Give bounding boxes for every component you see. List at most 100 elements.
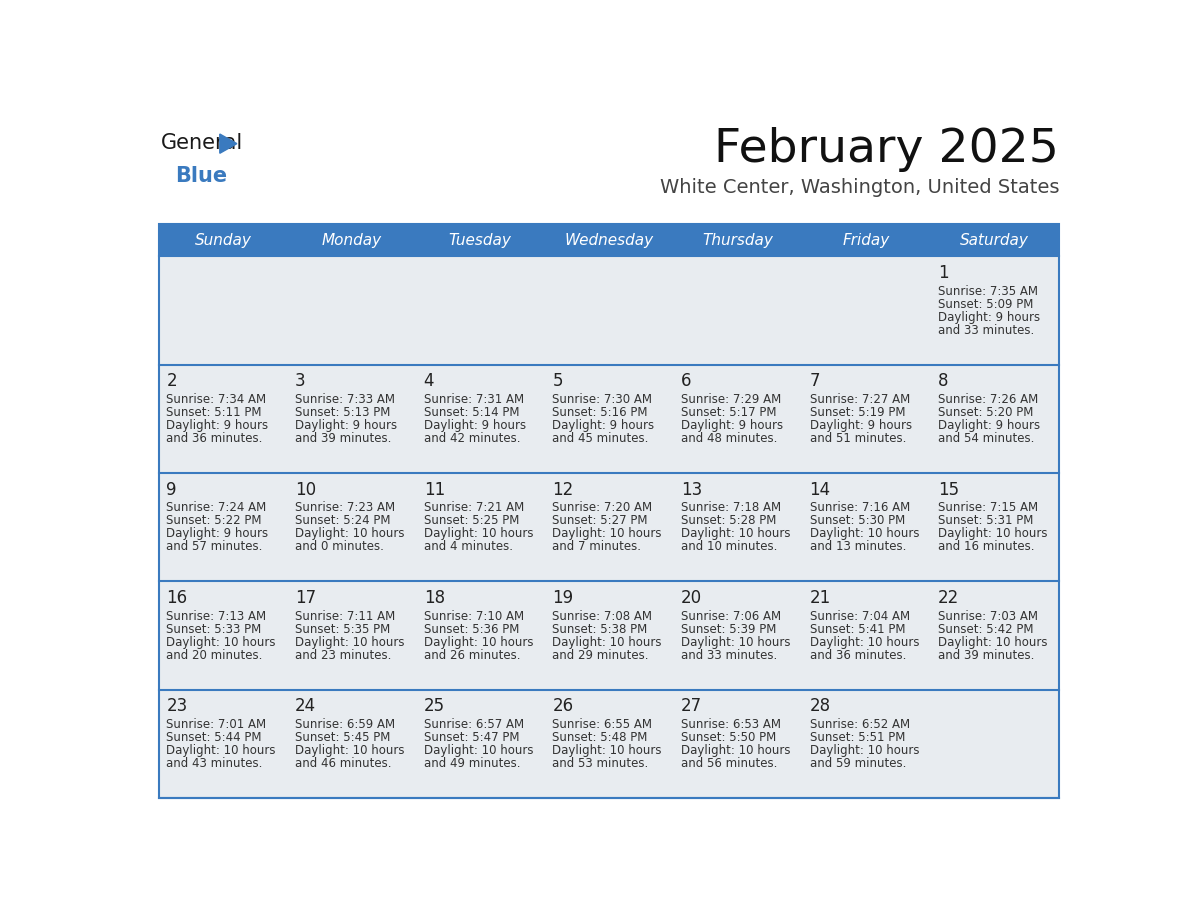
Text: Sunset: 5:25 PM: Sunset: 5:25 PM xyxy=(424,514,519,528)
Text: Sunrise: 7:23 AM: Sunrise: 7:23 AM xyxy=(295,501,396,514)
Text: Sunrise: 7:34 AM: Sunrise: 7:34 AM xyxy=(166,393,266,406)
Text: Daylight: 10 hours: Daylight: 10 hours xyxy=(681,527,790,541)
Text: and 49 minutes.: and 49 minutes. xyxy=(424,756,520,770)
Bar xyxy=(287,364,416,473)
Text: and 36 minutes.: and 36 minutes. xyxy=(809,648,906,662)
Text: Sunset: 5:36 PM: Sunset: 5:36 PM xyxy=(424,622,519,635)
Text: and 59 minutes.: and 59 minutes. xyxy=(809,756,906,770)
Bar xyxy=(158,473,287,581)
Text: Monday: Monday xyxy=(322,233,381,248)
Text: and 57 minutes.: and 57 minutes. xyxy=(166,541,263,554)
Text: and 54 minutes.: and 54 minutes. xyxy=(939,432,1035,445)
Text: Sunset: 5:48 PM: Sunset: 5:48 PM xyxy=(552,731,647,744)
Text: Sunrise: 6:55 AM: Sunrise: 6:55 AM xyxy=(552,718,652,731)
Text: Sunset: 5:45 PM: Sunset: 5:45 PM xyxy=(295,731,391,744)
Text: Daylight: 9 hours: Daylight: 9 hours xyxy=(939,420,1041,432)
Text: and 4 minutes.: and 4 minutes. xyxy=(424,541,513,554)
Text: 8: 8 xyxy=(939,373,949,390)
Text: Sunrise: 7:24 AM: Sunrise: 7:24 AM xyxy=(166,501,266,514)
Text: Sunday: Sunday xyxy=(195,233,252,248)
Text: 25: 25 xyxy=(424,697,444,715)
Text: 19: 19 xyxy=(552,589,574,607)
Text: and 20 minutes.: and 20 minutes. xyxy=(166,648,263,662)
Bar xyxy=(674,256,802,364)
Text: 1: 1 xyxy=(939,264,949,282)
Text: Sunset: 5:28 PM: Sunset: 5:28 PM xyxy=(681,514,776,528)
Text: Daylight: 10 hours: Daylight: 10 hours xyxy=(552,635,662,649)
Text: Daylight: 10 hours: Daylight: 10 hours xyxy=(424,744,533,756)
Text: Daylight: 9 hours: Daylight: 9 hours xyxy=(552,420,655,432)
Text: and 29 minutes.: and 29 minutes. xyxy=(552,648,649,662)
Text: Daylight: 10 hours: Daylight: 10 hours xyxy=(295,527,404,541)
Text: Sunrise: 7:11 AM: Sunrise: 7:11 AM xyxy=(295,610,396,622)
Text: and 23 minutes.: and 23 minutes. xyxy=(295,648,391,662)
Text: 27: 27 xyxy=(681,697,702,715)
Text: Daylight: 10 hours: Daylight: 10 hours xyxy=(552,744,662,756)
Text: Sunrise: 7:27 AM: Sunrise: 7:27 AM xyxy=(809,393,910,406)
Text: Sunrise: 7:08 AM: Sunrise: 7:08 AM xyxy=(552,610,652,622)
Text: Sunrise: 6:57 AM: Sunrise: 6:57 AM xyxy=(424,718,524,731)
Text: and 48 minutes.: and 48 minutes. xyxy=(681,432,777,445)
Text: Sunset: 5:35 PM: Sunset: 5:35 PM xyxy=(295,622,390,635)
Text: Sunrise: 7:03 AM: Sunrise: 7:03 AM xyxy=(939,610,1038,622)
Bar xyxy=(802,473,930,581)
Text: Sunrise: 7:20 AM: Sunrise: 7:20 AM xyxy=(552,501,652,514)
Text: Sunset: 5:24 PM: Sunset: 5:24 PM xyxy=(295,514,391,528)
Text: Daylight: 9 hours: Daylight: 9 hours xyxy=(939,311,1041,324)
Text: Daylight: 9 hours: Daylight: 9 hours xyxy=(166,527,268,541)
Text: Daylight: 10 hours: Daylight: 10 hours xyxy=(809,527,920,541)
Text: Sunrise: 7:06 AM: Sunrise: 7:06 AM xyxy=(681,610,781,622)
Text: Daylight: 10 hours: Daylight: 10 hours xyxy=(681,744,790,756)
Text: 9: 9 xyxy=(166,481,177,498)
Text: Friday: Friday xyxy=(842,233,890,248)
Text: Sunset: 5:14 PM: Sunset: 5:14 PM xyxy=(424,406,519,420)
Text: 5: 5 xyxy=(552,373,563,390)
Text: Sunset: 5:42 PM: Sunset: 5:42 PM xyxy=(939,622,1034,635)
Text: 16: 16 xyxy=(166,589,188,607)
Bar xyxy=(287,689,416,798)
Text: and 7 minutes.: and 7 minutes. xyxy=(552,541,642,554)
Text: Sunset: 5:39 PM: Sunset: 5:39 PM xyxy=(681,622,776,635)
Text: Sunrise: 7:13 AM: Sunrise: 7:13 AM xyxy=(166,610,266,622)
Text: Sunrise: 7:33 AM: Sunrise: 7:33 AM xyxy=(295,393,394,406)
Text: 28: 28 xyxy=(809,697,830,715)
Bar xyxy=(930,364,1060,473)
Text: and 51 minutes.: and 51 minutes. xyxy=(809,432,906,445)
Text: and 42 minutes.: and 42 minutes. xyxy=(424,432,520,445)
Text: 20: 20 xyxy=(681,589,702,607)
Text: and 39 minutes.: and 39 minutes. xyxy=(939,648,1035,662)
Bar xyxy=(158,689,287,798)
Text: Sunrise: 7:04 AM: Sunrise: 7:04 AM xyxy=(809,610,910,622)
Text: Sunset: 5:17 PM: Sunset: 5:17 PM xyxy=(681,406,777,420)
Text: and 10 minutes.: and 10 minutes. xyxy=(681,541,777,554)
Text: Sunrise: 7:18 AM: Sunrise: 7:18 AM xyxy=(681,501,781,514)
Bar xyxy=(287,256,416,364)
Text: Sunrise: 7:10 AM: Sunrise: 7:10 AM xyxy=(424,610,524,622)
Text: Sunrise: 7:21 AM: Sunrise: 7:21 AM xyxy=(424,501,524,514)
Bar xyxy=(674,689,802,798)
Text: Daylight: 10 hours: Daylight: 10 hours xyxy=(424,635,533,649)
Text: Sunset: 5:31 PM: Sunset: 5:31 PM xyxy=(939,514,1034,528)
Text: and 43 minutes.: and 43 minutes. xyxy=(166,756,263,770)
Bar xyxy=(930,256,1060,364)
Bar xyxy=(544,473,674,581)
Text: Sunset: 5:44 PM: Sunset: 5:44 PM xyxy=(166,731,261,744)
Text: and 26 minutes.: and 26 minutes. xyxy=(424,648,520,662)
Text: 10: 10 xyxy=(295,481,316,498)
Text: Sunset: 5:38 PM: Sunset: 5:38 PM xyxy=(552,622,647,635)
Text: 2: 2 xyxy=(166,373,177,390)
Text: Sunset: 5:33 PM: Sunset: 5:33 PM xyxy=(166,622,261,635)
Bar xyxy=(802,689,930,798)
Text: Sunrise: 7:30 AM: Sunrise: 7:30 AM xyxy=(552,393,652,406)
Bar xyxy=(802,364,930,473)
Text: 17: 17 xyxy=(295,589,316,607)
Bar xyxy=(802,256,930,364)
Bar xyxy=(416,581,544,689)
Bar xyxy=(158,224,1060,798)
Text: Sunset: 5:41 PM: Sunset: 5:41 PM xyxy=(809,622,905,635)
Text: 4: 4 xyxy=(424,373,434,390)
Text: Sunrise: 6:59 AM: Sunrise: 6:59 AM xyxy=(295,718,396,731)
Text: and 46 minutes.: and 46 minutes. xyxy=(295,756,392,770)
Text: Daylight: 9 hours: Daylight: 9 hours xyxy=(681,420,783,432)
Text: and 33 minutes.: and 33 minutes. xyxy=(681,648,777,662)
